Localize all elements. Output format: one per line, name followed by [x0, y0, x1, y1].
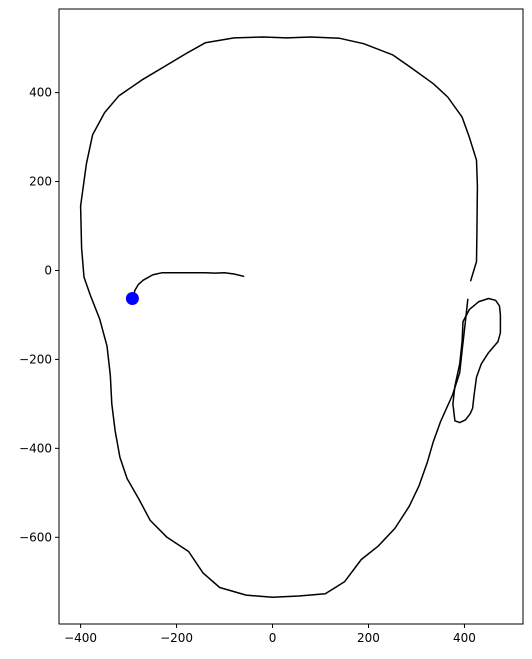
y-tick-label: 200: [29, 175, 52, 189]
y-tick-label: 400: [29, 86, 52, 100]
x-tick-label: −200: [160, 631, 193, 645]
series-line-1: [79, 36, 479, 599]
y-tick-label: −600: [19, 530, 52, 544]
series-lines: [79, 36, 502, 599]
series-line-2: [132, 271, 245, 298]
plot-frame: [58, 8, 524, 625]
plot-background: [59, 9, 523, 624]
x-axis: −400 −200 0 200 400: [64, 624, 476, 645]
data-point-marker-1: [125, 292, 139, 305]
x-tick-label: 0: [269, 631, 277, 645]
series-markers: [125, 292, 139, 305]
series-line-3: [452, 297, 502, 424]
x-tick-label: 400: [453, 631, 476, 645]
y-tick-label: 0: [44, 263, 52, 277]
y-axis: 400 200 0 −200 −400 −600: [19, 86, 59, 544]
x-tick-label: −400: [64, 631, 97, 645]
x-tick-label: 200: [357, 631, 380, 645]
y-tick-label: −400: [19, 441, 52, 455]
y-tick-label: −200: [19, 352, 52, 366]
